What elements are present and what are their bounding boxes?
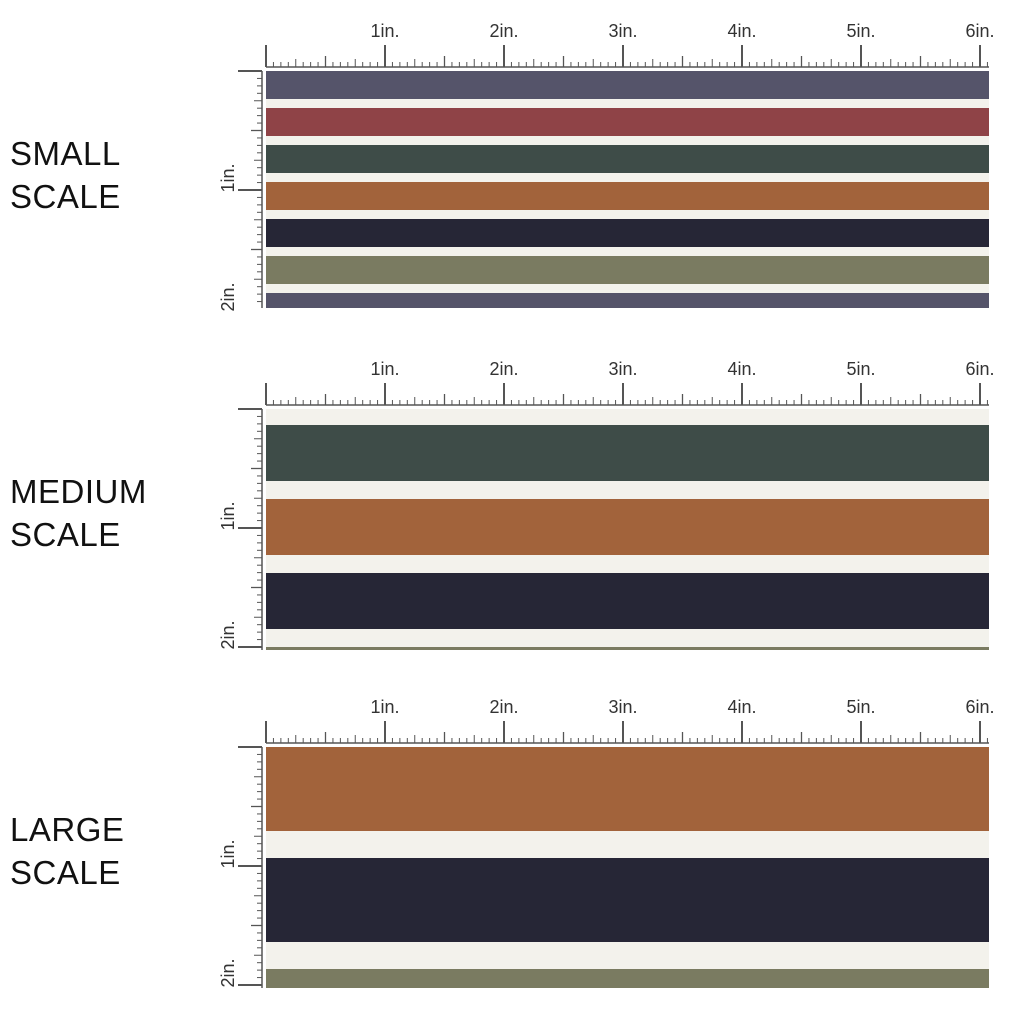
ruler: 1in. 2in. 3in. 4in. 5in. 6in. 1in. 2in. xyxy=(218,21,995,312)
ruler-label-1in: 1in. xyxy=(370,21,399,41)
ruler-label-6in: 6in. xyxy=(965,697,994,717)
stripe-burgundy xyxy=(266,108,989,136)
ruler-vlabel-1in: 1in. xyxy=(218,839,238,868)
scale-label-line-1: SMALL xyxy=(10,135,121,172)
stripe-rust xyxy=(266,182,989,210)
stripe-rust xyxy=(266,499,989,555)
stripe-slate xyxy=(266,71,989,99)
ruler-label-4in: 4in. xyxy=(727,21,756,41)
stripe-rust xyxy=(266,747,989,831)
ruler-label-4in: 4in. xyxy=(727,359,756,379)
stripe-forest xyxy=(266,425,989,481)
scale-label-line-1: LARGE xyxy=(10,811,125,848)
panel-small-scale: SMALL SCALE 1in. 2in. 3in. 4in. 5in. 6in… xyxy=(0,0,1024,336)
panel-medium-scale: MEDIUM SCALE 1in. 2in. 3in. 4in. 5in. 6i… xyxy=(0,338,1024,674)
ruler-label-5in: 5in. xyxy=(846,21,875,41)
scale-label: SMALL SCALE xyxy=(10,132,121,218)
ruler-vlabel-1in: 1in. xyxy=(218,163,238,192)
ruler-ticks xyxy=(238,383,989,650)
stripe-navy xyxy=(266,219,989,247)
ruler-label-6in: 6in. xyxy=(965,21,994,41)
scale-label-line-2: SCALE xyxy=(10,516,121,553)
ruler-label-5in: 5in. xyxy=(846,697,875,717)
ruler-vlabel-2in: 2in. xyxy=(218,282,238,311)
ruler-label-3in: 3in. xyxy=(608,697,637,717)
ruler: 1in. 2in. 3in. 4in. 5in. 6in. 1in. 2in. xyxy=(218,697,995,988)
ruler-label-1in: 1in. xyxy=(370,697,399,717)
fabric-swatch xyxy=(266,747,989,988)
ruler-label-6in: 6in. xyxy=(965,359,994,379)
ruler-ticks xyxy=(238,45,989,308)
scale-label-line-1: MEDIUM xyxy=(10,473,147,510)
ruler-ticks xyxy=(238,721,989,988)
stripe-navy xyxy=(266,573,989,629)
ruler-vlabel-2in: 2in. xyxy=(218,620,238,649)
ruler-label-5in: 5in. xyxy=(846,359,875,379)
ruler-label-4in: 4in. xyxy=(727,697,756,717)
ruler-label-1in: 1in. xyxy=(370,359,399,379)
ruler-label-3in: 3in. xyxy=(608,21,637,41)
scale-label: LARGE SCALE xyxy=(10,808,124,894)
scale-label-line-2: SCALE xyxy=(10,178,121,215)
scale-label-line-2: SCALE xyxy=(10,854,121,891)
fabric-swatch xyxy=(266,71,989,308)
ruler-label-2in: 2in. xyxy=(489,21,518,41)
ruler-vlabel-2in: 2in. xyxy=(218,958,238,987)
ruler-vlabel-1in: 1in. xyxy=(218,501,238,530)
panel-large-scale: LARGE SCALE 1in. 2in. 3in. 4in. 5in. 6in… xyxy=(0,676,1024,1012)
stripe-slate xyxy=(266,293,989,308)
ruler-label-2in: 2in. xyxy=(489,359,518,379)
stripe-olive xyxy=(266,647,989,650)
stripe-olive xyxy=(266,256,989,284)
stripe-navy xyxy=(266,858,989,942)
scale-label: MEDIUM SCALE xyxy=(10,470,147,556)
ruler-label-3in: 3in. xyxy=(608,359,637,379)
stripe-forest xyxy=(266,145,989,173)
ruler-label-2in: 2in. xyxy=(489,697,518,717)
ruler: 1in. 2in. 3in. 4in. 5in. 6in. 1in. 2in. xyxy=(218,359,995,650)
fabric-swatch xyxy=(266,409,989,650)
stripe-olive xyxy=(266,969,989,988)
